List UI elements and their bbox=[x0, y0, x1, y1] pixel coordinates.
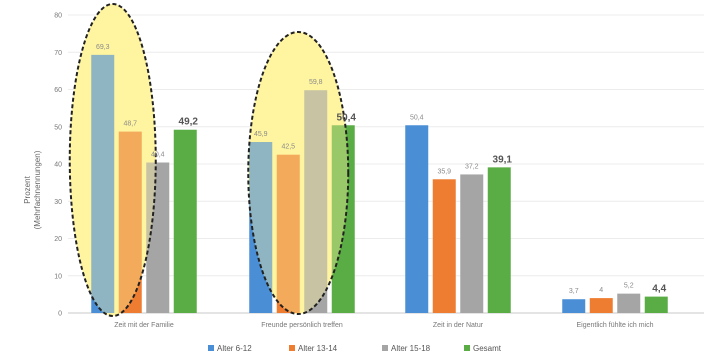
legend-swatch bbox=[382, 345, 388, 351]
data-label: 49,2 bbox=[179, 117, 199, 128]
y-axis: 0 10 20 30 40 50 60 70 80 Prozent (Mehrfachnennung… bbox=[23, 13, 62, 318]
legend: Alter 6-12 Alter 13-14 Alter 15-18 Gesamt bbox=[208, 344, 502, 353]
highlight-overlays bbox=[68, 3, 350, 317]
category-label: Eigentlich fühlte ich mich bbox=[576, 322, 653, 329]
data-label: 45,9 bbox=[254, 131, 268, 138]
y-tick-label: 40 bbox=[54, 162, 62, 169]
y-tick-label: 60 bbox=[54, 87, 62, 94]
data-label: 42,5 bbox=[281, 144, 295, 151]
bar bbox=[173, 129, 197, 313]
bar bbox=[249, 142, 273, 313]
highlight-ellipse bbox=[247, 31, 350, 315]
category-label: Zeit in der Natur bbox=[433, 322, 484, 329]
y-tick-label: 80 bbox=[54, 13, 62, 20]
data-label: 5,2 bbox=[624, 283, 634, 290]
y-tick-label: 10 bbox=[54, 273, 62, 280]
data-label: 40,4 bbox=[151, 152, 165, 159]
bar bbox=[644, 296, 668, 313]
data-label: 50,4 bbox=[337, 112, 357, 123]
legend-item: Gesamt bbox=[464, 344, 502, 353]
bar bbox=[118, 131, 142, 313]
highlight-ellipse bbox=[68, 3, 157, 317]
y-tick-label: 50 bbox=[54, 124, 62, 131]
data-label: 50,4 bbox=[410, 114, 424, 121]
data-label: 69,3 bbox=[96, 44, 110, 51]
legend-item: Alter 13-14 bbox=[289, 344, 338, 353]
data-label: 48,7 bbox=[123, 121, 137, 128]
bar bbox=[432, 179, 456, 313]
data-label: 59,8 bbox=[309, 79, 323, 86]
legend-swatch bbox=[289, 345, 295, 351]
legend-label: Alter 6-12 bbox=[217, 344, 252, 353]
bar bbox=[276, 154, 300, 313]
x-axis: Zeit mit der Familie Freunde persönlich t… bbox=[114, 322, 653, 329]
data-labels: 69,3 45,9 50,4 3,7 48,7 42,5 35,9 4 40,4 59,8 37,2… bbox=[96, 44, 667, 295]
legend-swatch bbox=[464, 345, 470, 351]
bar bbox=[405, 125, 429, 313]
y-axis-label: Prozent bbox=[23, 175, 32, 203]
y-tick-label: 20 bbox=[54, 236, 62, 243]
y-tick-label: 0 bbox=[58, 311, 62, 318]
bar bbox=[617, 293, 641, 313]
data-label: 4,4 bbox=[652, 284, 666, 295]
data-label: 3,7 bbox=[569, 288, 579, 295]
bar bbox=[460, 174, 484, 313]
data-label: 37,2 bbox=[465, 163, 479, 170]
y-axis-sublabel: (Mehrfachnennungen) bbox=[33, 150, 42, 229]
y-tick-label: 30 bbox=[54, 199, 62, 206]
legend-label: Alter 15-18 bbox=[391, 344, 431, 353]
legend-label: Alter 13-14 bbox=[298, 344, 338, 353]
bar bbox=[91, 54, 115, 314]
legend-swatch bbox=[208, 345, 214, 351]
data-label: 4 bbox=[599, 287, 603, 294]
legend-item: Alter 6-12 bbox=[208, 344, 252, 353]
legend-item: Alter 15-18 bbox=[382, 344, 431, 353]
data-label: 39,1 bbox=[493, 154, 513, 165]
bars bbox=[91, 54, 668, 314]
legend-label: Gesamt bbox=[473, 344, 502, 353]
bar bbox=[562, 299, 586, 313]
category-label: Freunde persönlich treffen bbox=[261, 322, 343, 329]
y-tick-label: 70 bbox=[54, 50, 62, 57]
bar bbox=[146, 162, 170, 313]
data-label: 35,9 bbox=[437, 168, 451, 175]
category-label: Zeit mit der Familie bbox=[114, 322, 174, 329]
bar bbox=[304, 90, 328, 314]
bar bbox=[589, 298, 613, 313]
bar bbox=[487, 167, 511, 313]
